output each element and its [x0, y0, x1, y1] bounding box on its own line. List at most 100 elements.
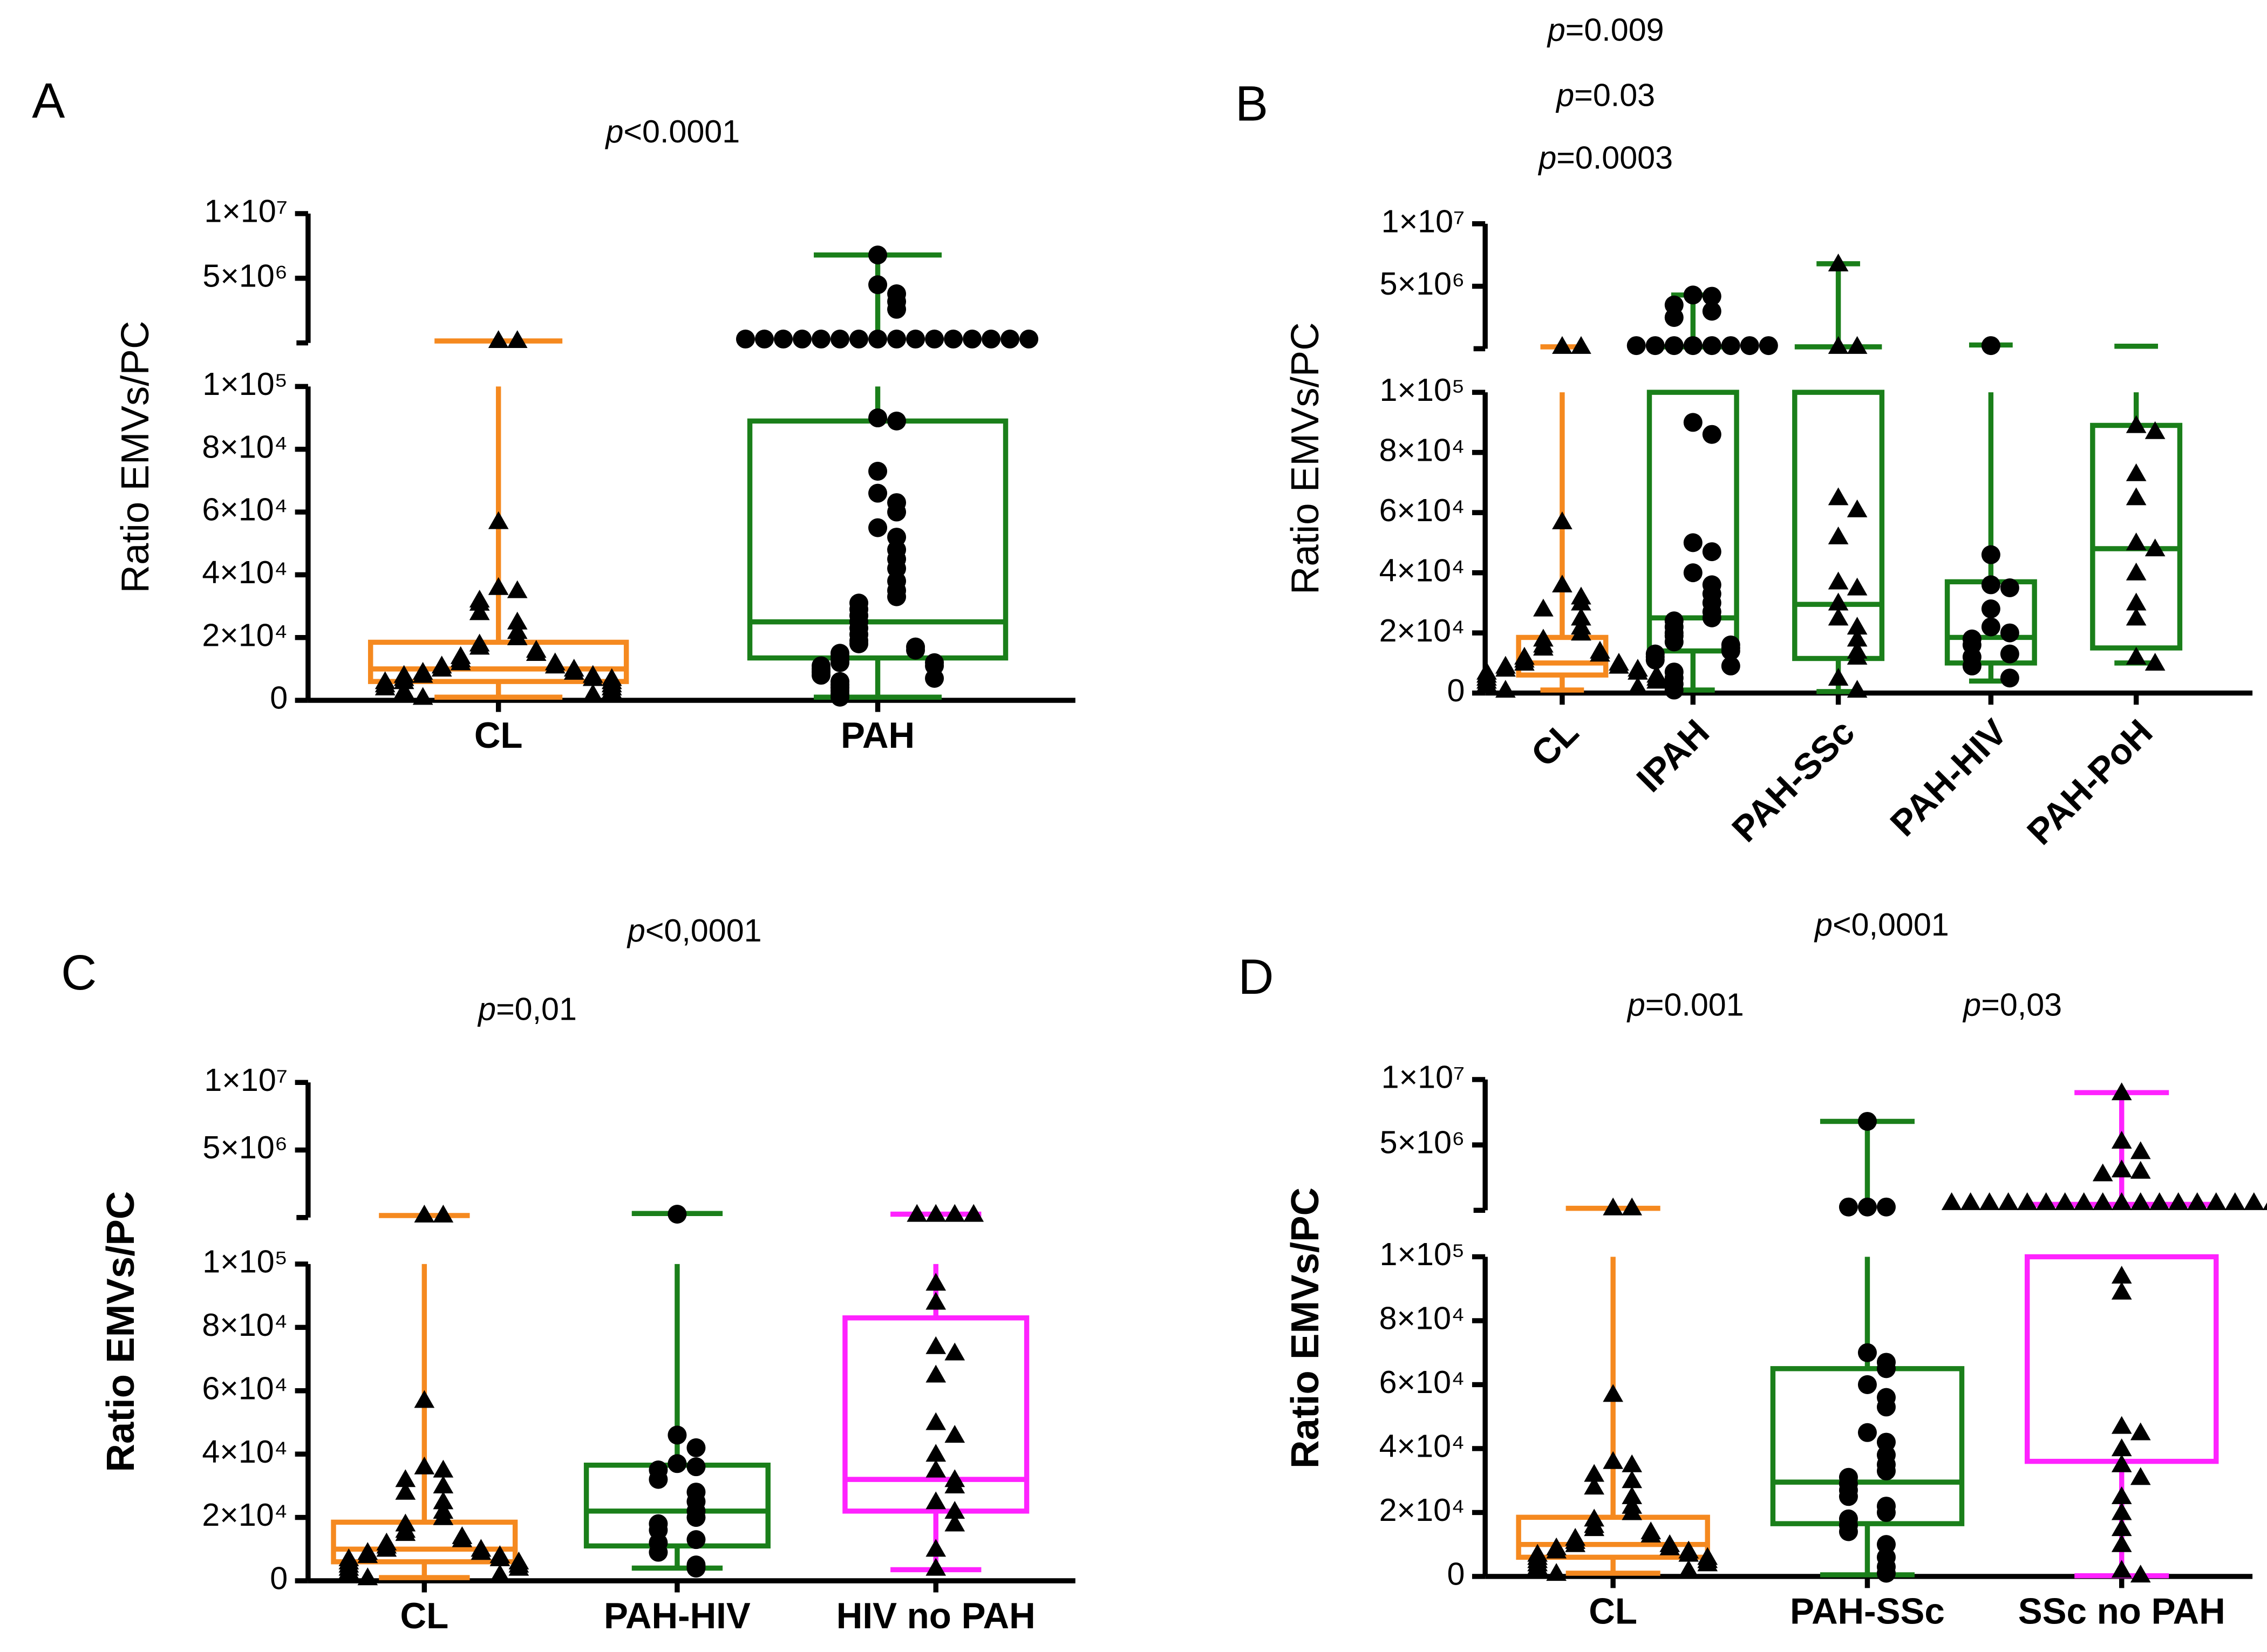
- data-point: [925, 1558, 947, 1576]
- data-point: [1683, 336, 1703, 356]
- data-point: [963, 329, 982, 349]
- data-point: [544, 656, 566, 674]
- data-point: [1622, 1502, 1643, 1520]
- data-point: [2073, 1192, 2094, 1210]
- data-point: [357, 1545, 378, 1564]
- data-point: [868, 408, 888, 428]
- data-point: [507, 330, 528, 348]
- data-point: [2130, 1192, 2151, 1210]
- data-point: [395, 1523, 416, 1541]
- y-tick-label: 8×10⁴: [1379, 1300, 1465, 1336]
- data-point: [2111, 1192, 2132, 1210]
- data-point: [686, 1530, 706, 1549]
- data-point: [1839, 1197, 1858, 1217]
- data-point: [469, 637, 490, 655]
- data-point: [563, 661, 584, 680]
- data-point: [433, 1476, 454, 1494]
- data-point: [944, 329, 963, 349]
- data-point: [1828, 526, 1849, 544]
- data-point: [944, 1425, 965, 1443]
- data-point: [944, 1500, 965, 1519]
- y-tick-label: 0: [1447, 1556, 1465, 1592]
- data-point: [868, 518, 888, 537]
- data-point: [944, 1204, 965, 1222]
- data-point: [1857, 1111, 1877, 1131]
- data-point: [1847, 617, 1868, 635]
- data-point: [1565, 1534, 1586, 1552]
- data-point: [1828, 592, 1849, 611]
- data-point: [1683, 533, 1703, 552]
- data-point: [1979, 1192, 2000, 1210]
- data-point: [1476, 674, 1497, 692]
- data-point: [1721, 336, 1740, 356]
- data-point: [2224, 1192, 2245, 1210]
- data-point: [1622, 1486, 1643, 1504]
- data-point: [925, 1336, 947, 1354]
- data-point: [2035, 1192, 2057, 1210]
- data-point: [868, 245, 888, 265]
- data-point: [1552, 511, 1572, 529]
- data-point: [2262, 1202, 2267, 1210]
- data-point: [1626, 336, 1646, 356]
- data-point: [2126, 415, 2147, 433]
- data-point: [944, 1513, 965, 1532]
- data-point: [1702, 336, 1721, 356]
- data-point: [450, 652, 471, 671]
- data-point: [1678, 1560, 1699, 1578]
- panel-label: D: [1238, 950, 1274, 1005]
- data-point: [2145, 653, 2166, 671]
- data-point: [944, 1476, 965, 1494]
- data-point: [1645, 336, 1665, 356]
- data-point: [1664, 336, 1684, 356]
- y-axis-label: Ratio EMVs/PC: [113, 321, 157, 593]
- data-point: [1645, 650, 1665, 670]
- data-point: [1876, 1564, 1896, 1583]
- x-tick-label: PAH-HIV: [604, 1596, 751, 1636]
- data-point: [2126, 607, 2147, 626]
- data-point: [1584, 1464, 1605, 1482]
- data-point: [2126, 592, 2147, 611]
- data-point: [925, 329, 944, 349]
- data-point: [2111, 1502, 2132, 1520]
- x-tick-label: CL: [1589, 1592, 1637, 1632]
- data-point: [469, 602, 490, 620]
- p-value: p=0,03: [1962, 986, 2062, 1022]
- p-value: p=0,01: [477, 991, 577, 1027]
- data-point: [1960, 1192, 1981, 1210]
- data-point: [925, 1412, 947, 1430]
- data-point: [2111, 1159, 2132, 1178]
- data-point: [488, 577, 509, 595]
- data-point: [868, 483, 888, 503]
- box: [583, 1462, 771, 1549]
- y-tick-label: 4×10⁴: [202, 1433, 288, 1470]
- data-point: [2111, 1454, 2132, 1472]
- x-tick-label: CL: [474, 715, 523, 756]
- p-value: p=0.001: [1626, 986, 1744, 1022]
- x-tick-label: CL: [400, 1596, 448, 1636]
- data-point: [868, 461, 888, 481]
- data-point: [812, 666, 831, 685]
- x-tick-label: CL: [1523, 712, 1586, 774]
- data-point: [925, 1539, 947, 1557]
- data-point: [1740, 336, 1759, 356]
- data-point: [925, 1273, 947, 1291]
- data-point: [1876, 1503, 1896, 1522]
- data-point: [1839, 1487, 1858, 1506]
- data-point: [2092, 1192, 2113, 1210]
- y-tick-label: 2×10⁴: [202, 1497, 288, 1533]
- data-point: [1702, 608, 1721, 627]
- data-point: [1839, 1522, 1858, 1541]
- data-point: [1622, 1470, 1643, 1489]
- x-tick-label: PAH-HIV: [1883, 712, 2015, 844]
- x-tick-label: HIV no PAH: [836, 1596, 1036, 1636]
- data-point: [887, 411, 907, 431]
- y-tick-label: 1×10⁵: [202, 1244, 288, 1280]
- data-point: [1941, 1192, 1962, 1210]
- data-point: [1664, 680, 1684, 700]
- p-value: p<0,0001: [627, 912, 762, 948]
- data-point: [849, 634, 869, 653]
- y-tick-label: 0: [270, 680, 288, 716]
- data-point: [526, 643, 547, 661]
